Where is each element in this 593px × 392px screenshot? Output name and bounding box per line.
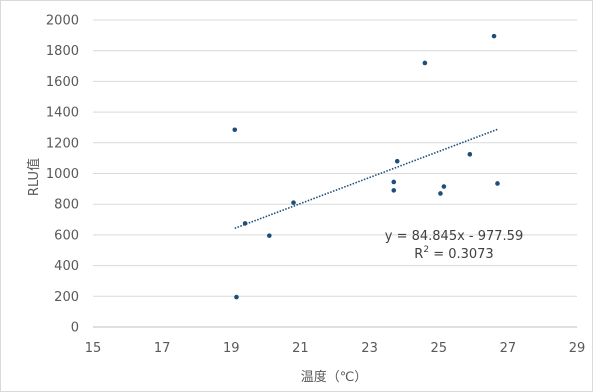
gridlines bbox=[93, 19, 577, 297]
y-axis-title: RLU值 bbox=[26, 158, 42, 196]
x-tick-label: 25 bbox=[430, 341, 447, 356]
x-tick-label: 23 bbox=[361, 341, 378, 356]
r-squared-label: R2 = 0.3073 bbox=[414, 245, 493, 262]
data-point-2 bbox=[234, 294, 239, 300]
x-tick-label: 17 bbox=[154, 341, 171, 356]
x-axis-tick-labels: 15 17 19 21 23 25 27 29 bbox=[85, 341, 586, 356]
data-point-14 bbox=[495, 181, 500, 186]
data-point-6 bbox=[391, 179, 397, 185]
trendline bbox=[234, 128, 498, 230]
data-point-10 bbox=[438, 191, 443, 196]
x-tick-label: 19 bbox=[223, 341, 240, 356]
y-tick-label: 400 bbox=[54, 259, 79, 274]
y-tick-label: 1600 bbox=[46, 75, 79, 90]
y-tick-label: 200 bbox=[54, 290, 79, 305]
data-point-13 bbox=[491, 33, 497, 39]
data-point-5 bbox=[291, 200, 296, 205]
data-points bbox=[232, 33, 500, 300]
data-point-8 bbox=[394, 158, 400, 164]
data-point-11 bbox=[441, 184, 447, 189]
y-tick-label: 600 bbox=[54, 228, 79, 243]
data-point-9 bbox=[422, 60, 428, 66]
data-point-12 bbox=[467, 152, 473, 157]
y-tick-label: 1000 bbox=[46, 167, 79, 182]
y-axis-tick-labels: 0 200 400 600 800 1000 1200 1400 1600 1800 2000 bbox=[46, 14, 79, 336]
y-tick-label: 800 bbox=[54, 198, 79, 213]
data-point-7 bbox=[391, 188, 397, 193]
y-tick-label: 2000 bbox=[46, 14, 79, 29]
x-tick-label: 27 bbox=[500, 341, 517, 356]
data-point-4 bbox=[267, 233, 272, 238]
x-tick-label: 15 bbox=[85, 341, 102, 356]
data-point-3 bbox=[242, 221, 248, 226]
y-tick-label: 0 bbox=[71, 321, 79, 336]
y-tick-label: 1200 bbox=[46, 136, 79, 151]
trendline-equation: y = 84.845x - 977.59 bbox=[385, 229, 523, 244]
x-tick-label: 21 bbox=[292, 341, 309, 356]
x-tick-label: 29 bbox=[569, 341, 586, 356]
x-axis-title: 温度（℃） bbox=[301, 369, 368, 385]
data-point-1 bbox=[232, 127, 238, 133]
y-tick-label: 1400 bbox=[46, 106, 79, 121]
y-tick-label: 1800 bbox=[46, 44, 79, 59]
